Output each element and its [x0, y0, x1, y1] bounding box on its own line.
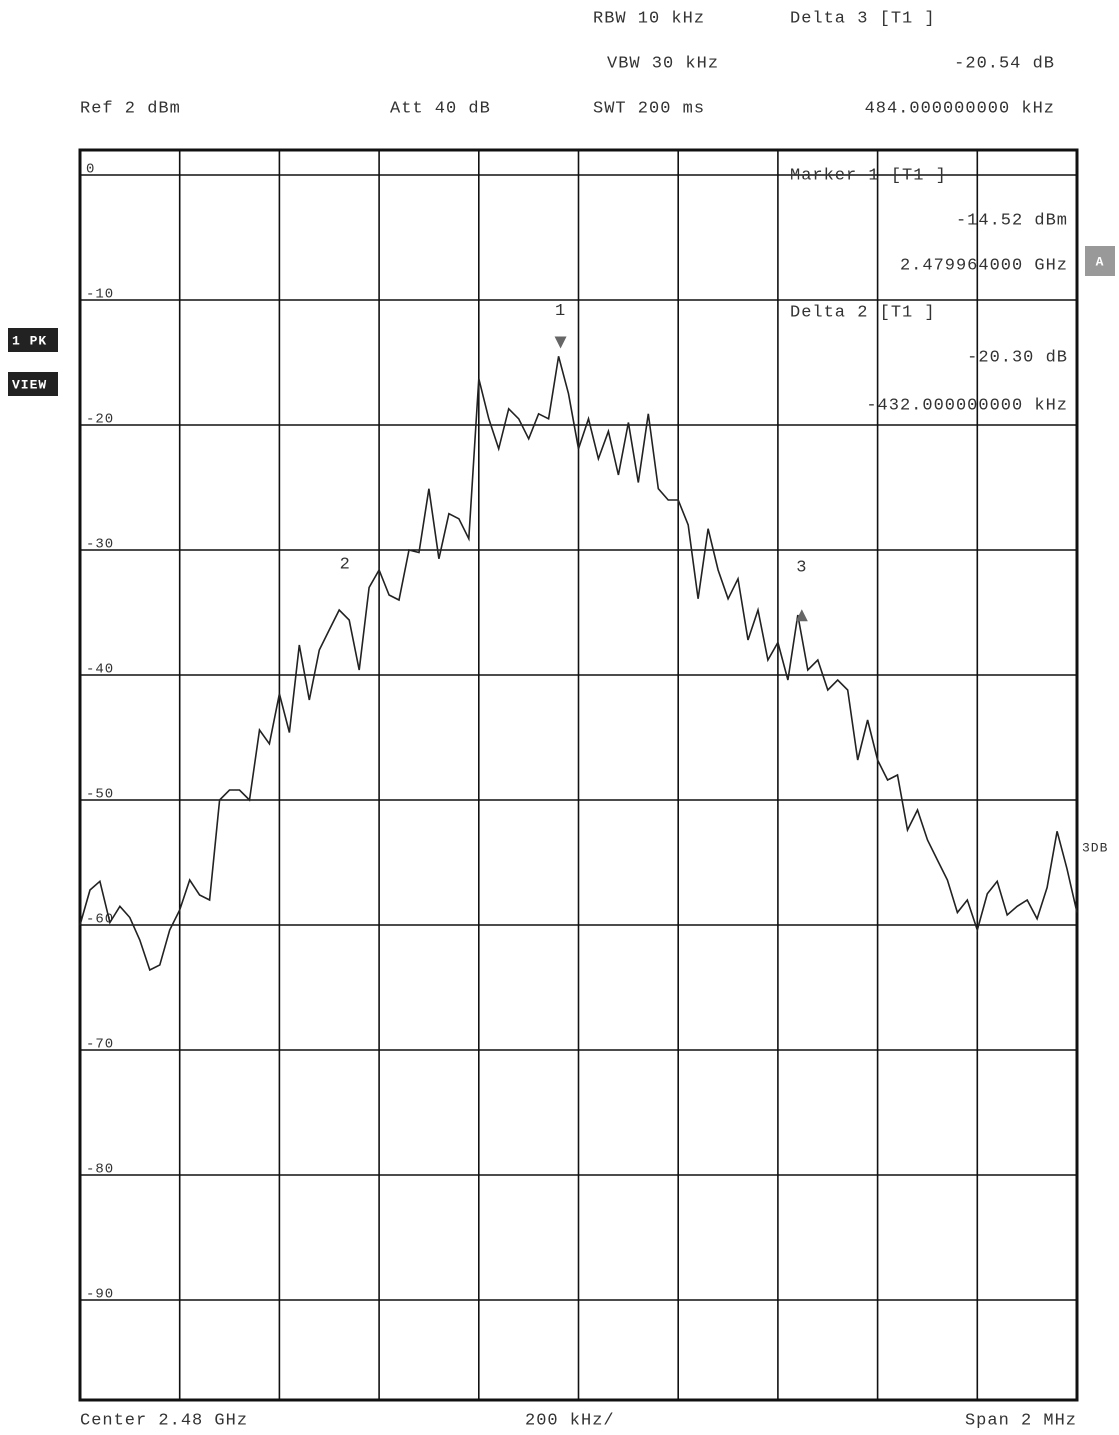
marker-freq: 2.479964000 GHz	[900, 256, 1068, 275]
y-tick-label: -60	[86, 912, 114, 928]
marker-label: 2	[340, 556, 351, 575]
label-bg	[84, 286, 130, 298]
y-tick-label: -20	[86, 412, 114, 428]
y-tick-label: -50	[86, 787, 114, 803]
mode-label: VIEW	[12, 377, 47, 392]
label-bg	[84, 1036, 130, 1048]
y-tick-label: -80	[86, 1162, 114, 1178]
label-bg	[84, 661, 130, 673]
label-bg	[84, 161, 130, 173]
marker-level: -20.30 dB	[967, 348, 1068, 367]
y-tick-label: 0	[86, 162, 95, 178]
label-bg	[84, 1286, 130, 1298]
marker-symbol	[554, 336, 567, 349]
trace-label: 1 PK	[12, 333, 47, 348]
center-label: Center 2.48 GHz	[80, 1411, 248, 1430]
marker-label: 1	[555, 302, 566, 321]
div-label: 200 kHz/	[525, 1411, 615, 1430]
db3-label: 3DB	[1082, 840, 1108, 855]
marker-freq: 484.000000000 kHz	[865, 99, 1055, 118]
y-tick-label: -90	[86, 1287, 114, 1303]
y-tick-label: -10	[86, 287, 114, 303]
marker-label: 3	[796, 559, 807, 578]
a-label: A	[1096, 254, 1105, 269]
trace-box	[8, 328, 58, 352]
vbw: VBW 30 kHz	[607, 54, 719, 73]
label-bg	[84, 411, 130, 423]
marker-title: Delta 2 [T1 ]	[790, 303, 936, 322]
y-tick-label: -70	[86, 1037, 114, 1053]
marker-title: Delta 3 [T1 ]	[790, 9, 936, 28]
plot: 0 -10 -20 -30 -40 -50 -60 -70 -80 -90 1 2 3	[78, 148, 1079, 1402]
a-box	[1085, 246, 1115, 276]
y-tick-label: -30	[86, 537, 114, 553]
plot-frame	[78, 148, 1079, 1402]
label-bg	[84, 786, 130, 798]
marker-title: Marker 1 [T1 ]	[790, 166, 947, 185]
mode-box	[8, 372, 58, 396]
trace	[79, 356, 1078, 972]
marker-freq: -432.000000000 kHz	[866, 396, 1068, 415]
attenuation: Att 40 dB	[390, 99, 491, 118]
span-label: Span 2 MHz	[965, 1411, 1077, 1430]
label-bg	[84, 1161, 130, 1173]
marker-level: -14.52 dBm	[956, 211, 1068, 230]
y-tick-label: -40	[86, 662, 114, 678]
rbw: RBW 10 kHz	[593, 9, 705, 28]
marker-symbol	[795, 609, 808, 622]
marker-level: -20.54 dB	[954, 54, 1055, 73]
swt: SWT 200 ms	[593, 99, 705, 118]
label-bg	[84, 536, 130, 548]
label-bg	[84, 911, 130, 923]
ref-level: Ref 2 dBm	[80, 99, 181, 118]
